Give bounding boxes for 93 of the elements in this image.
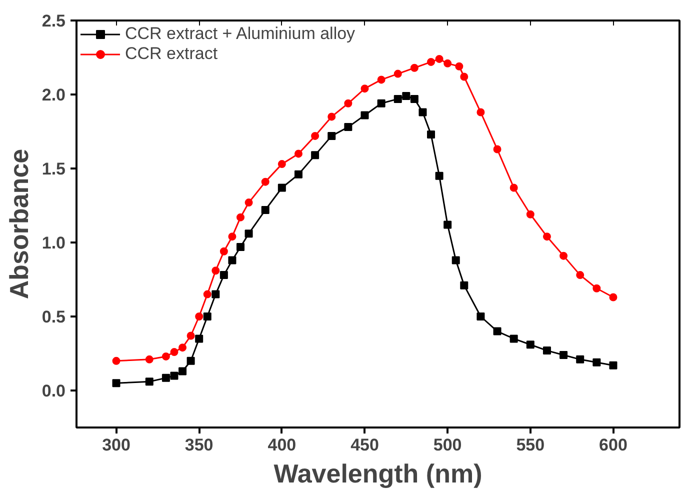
point: [195, 334, 204, 343]
y-tick-label: 1.0: [42, 234, 66, 252]
point: [220, 247, 228, 256]
point: [452, 256, 460, 264]
point: [510, 184, 518, 192]
point: [178, 344, 187, 352]
point: [244, 198, 253, 207]
point: [220, 271, 228, 280]
point: [178, 367, 187, 376]
point: [186, 332, 195, 340]
point: [278, 160, 286, 168]
point: [344, 123, 352, 132]
point: [444, 59, 452, 68]
point: [435, 54, 444, 63]
point: [427, 58, 436, 66]
point: [261, 206, 270, 214]
point: [592, 358, 601, 366]
point: [328, 112, 336, 121]
point: [360, 111, 369, 120]
legend-label: CCR extract + Aluminium alloy: [125, 24, 356, 44]
x-axis-title: Wavelength (nm): [274, 458, 482, 488]
point: [476, 312, 485, 320]
point: [145, 378, 154, 386]
point: [294, 150, 302, 158]
point: [609, 293, 618, 302]
point: [592, 284, 601, 292]
point: [493, 145, 502, 154]
y-tick-label: 2.0: [42, 86, 66, 104]
point: [328, 132, 336, 140]
point: [261, 178, 270, 186]
point: [427, 130, 436, 138]
point: [476, 108, 485, 116]
point: [510, 334, 518, 343]
x-tick-label: 400: [268, 436, 296, 454]
point: [278, 184, 286, 192]
point: [377, 76, 386, 84]
y-tick-label: 0.5: [42, 308, 66, 326]
point: [311, 151, 320, 160]
point: [170, 372, 178, 380]
point: [394, 94, 402, 103]
x-tick-label: 550: [516, 436, 545, 454]
point: [145, 355, 154, 364]
point: [294, 170, 302, 178]
point: [360, 84, 369, 93]
x-tick-label: 600: [599, 436, 628, 454]
point: [576, 355, 584, 364]
point: [444, 220, 452, 229]
point: [460, 72, 468, 81]
point: [576, 271, 584, 280]
y-tick-label: 2.5: [42, 12, 66, 30]
x-tick-label: 300: [102, 436, 130, 454]
x-tick-label: 350: [184, 436, 214, 454]
y-tick-label: 1.5: [42, 160, 66, 178]
point: [162, 352, 170, 360]
point: [195, 312, 204, 320]
point: [542, 346, 551, 355]
point: [560, 252, 568, 260]
point: [526, 340, 534, 349]
point: [344, 99, 352, 108]
point: [212, 290, 220, 298]
y-axis-title: Absorbance: [4, 148, 34, 300]
point: [410, 64, 418, 72]
point: [212, 266, 220, 275]
point: [455, 62, 464, 70]
legend-label: CCR extract: [125, 44, 218, 64]
x-tick-label: 450: [350, 436, 379, 454]
y-tick-label: 0.0: [42, 382, 66, 400]
point: [228, 256, 236, 264]
point: [377, 99, 386, 108]
point: [162, 374, 170, 382]
point: [410, 94, 418, 103]
point: [203, 290, 212, 298]
point: [460, 281, 468, 290]
point: [112, 379, 120, 388]
point: [493, 327, 502, 336]
point: [435, 172, 444, 180]
point: [112, 356, 120, 365]
point: [170, 348, 178, 356]
point: [560, 350, 568, 359]
point: [236, 242, 245, 251]
point: [418, 108, 427, 116]
point: [609, 361, 618, 370]
point: [542, 232, 551, 241]
point: [236, 213, 245, 222]
point: [244, 230, 253, 238]
point: [203, 312, 212, 320]
x-tick-label: 500: [433, 436, 462, 454]
point: [311, 132, 320, 140]
point: [526, 210, 534, 218]
point: [228, 232, 236, 241]
point: [402, 92, 410, 100]
point: [186, 356, 195, 365]
point: [394, 70, 402, 78]
